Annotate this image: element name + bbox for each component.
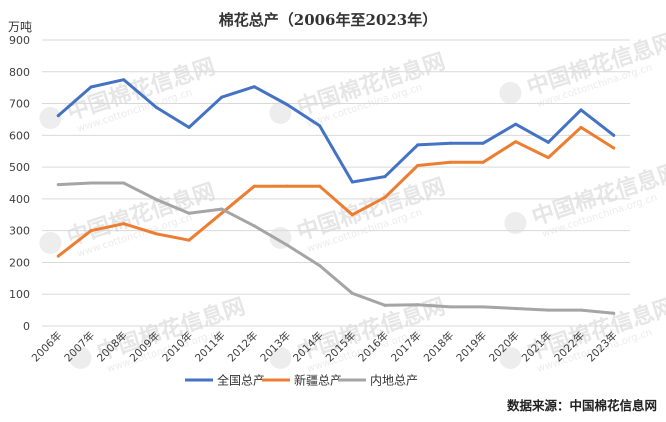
data-point <box>122 222 126 226</box>
legend-label: 内地总产 <box>370 374 418 388</box>
data-point <box>56 183 60 187</box>
y-tick-label: 300 <box>9 225 30 238</box>
data-point <box>285 243 289 247</box>
gridlines <box>42 39 630 327</box>
series-line-3 <box>56 181 616 315</box>
data-point <box>514 140 518 144</box>
data-point <box>89 85 93 89</box>
y-tick-label: 0 <box>23 320 30 333</box>
series-line-1 <box>56 78 616 184</box>
data-point <box>579 108 583 112</box>
legend: 全国总产 新疆总产 内地总产 <box>185 373 418 388</box>
series-lines <box>56 78 616 315</box>
data-point <box>448 305 452 309</box>
data-point <box>89 181 93 185</box>
x-tick-label: 2018年 <box>421 329 457 365</box>
data-point <box>383 175 387 179</box>
data-point <box>220 207 224 211</box>
data-point <box>514 122 518 126</box>
y-tick-label: 100 <box>9 288 30 301</box>
data-point <box>187 125 191 129</box>
data-point <box>546 156 550 160</box>
data-point <box>154 198 158 202</box>
data-point <box>481 160 485 164</box>
data-point <box>187 211 191 215</box>
watermark-text: 中国棉花信息网 <box>294 173 449 245</box>
data-point <box>612 133 616 137</box>
y-tick-label: 700 <box>9 98 30 111</box>
data-point <box>612 146 616 150</box>
data-point <box>154 232 158 236</box>
y-tick-label: 400 <box>9 193 30 206</box>
data-point <box>350 213 354 217</box>
data-point <box>252 184 256 188</box>
y-tick-label: 900 <box>9 34 30 47</box>
watermark-logo-icon <box>504 211 527 234</box>
data-point <box>252 85 256 89</box>
watermark-logo-icon <box>269 101 292 124</box>
watermark-logo-icon <box>69 346 92 369</box>
watermark-logo-icon <box>39 231 62 254</box>
data-point <box>220 211 224 215</box>
data-point <box>89 229 93 233</box>
data-point <box>350 291 354 295</box>
data-point <box>383 303 387 307</box>
data-point <box>383 195 387 199</box>
data-point <box>318 124 322 128</box>
x-tick-label: 2012年 <box>225 329 261 365</box>
data-point <box>579 308 583 312</box>
y-tick-label: 500 <box>9 161 30 174</box>
chart-title: 棉花总产（2006年至2023年） <box>219 11 438 29</box>
data-point <box>448 141 452 145</box>
watermark-text: 中国棉花信息网 <box>64 178 219 250</box>
data-point <box>122 181 126 185</box>
series-line-2 <box>56 125 616 258</box>
y-axis-unit: 万吨 <box>8 20 32 34</box>
data-point <box>481 305 485 309</box>
data-point <box>514 307 518 311</box>
data-point <box>154 105 158 109</box>
data-point <box>318 264 322 268</box>
x-tick-label: 2019年 <box>454 329 490 365</box>
data-point <box>220 95 224 99</box>
y-tick-label: 200 <box>9 256 30 269</box>
watermark-logo-icon <box>499 81 522 104</box>
data-point <box>579 125 583 129</box>
data-point <box>350 180 354 184</box>
watermark-logo-icon <box>269 346 292 369</box>
source-note: 数据来源：中国棉花信息网 <box>506 398 657 413</box>
data-point <box>56 254 60 258</box>
data-point <box>481 141 485 145</box>
watermark-logo-icon <box>39 106 62 129</box>
legend-label: 全国总产 <box>217 373 265 388</box>
legend-label: 新疆总产 <box>294 373 342 388</box>
data-point <box>612 311 616 315</box>
data-point <box>318 184 322 188</box>
y-tick-label: 600 <box>9 129 30 142</box>
data-point <box>122 78 126 82</box>
x-tick-label: 2006年 <box>29 329 65 365</box>
data-point <box>416 164 420 168</box>
data-point <box>546 140 550 144</box>
data-point <box>546 308 550 312</box>
watermark-text: 中国棉花信息网 <box>294 48 449 120</box>
data-point <box>187 238 191 242</box>
y-axis-ticks: 0 100 200 300 400 500 600 700 800 900 <box>9 34 30 333</box>
watermark-logo-icon <box>499 346 522 369</box>
data-point <box>416 303 420 307</box>
data-point <box>252 224 256 228</box>
data-point <box>416 143 420 147</box>
data-point <box>56 114 60 118</box>
data-point <box>285 103 289 107</box>
data-point <box>448 160 452 164</box>
data-point <box>285 184 289 188</box>
y-tick-label: 800 <box>9 66 30 79</box>
